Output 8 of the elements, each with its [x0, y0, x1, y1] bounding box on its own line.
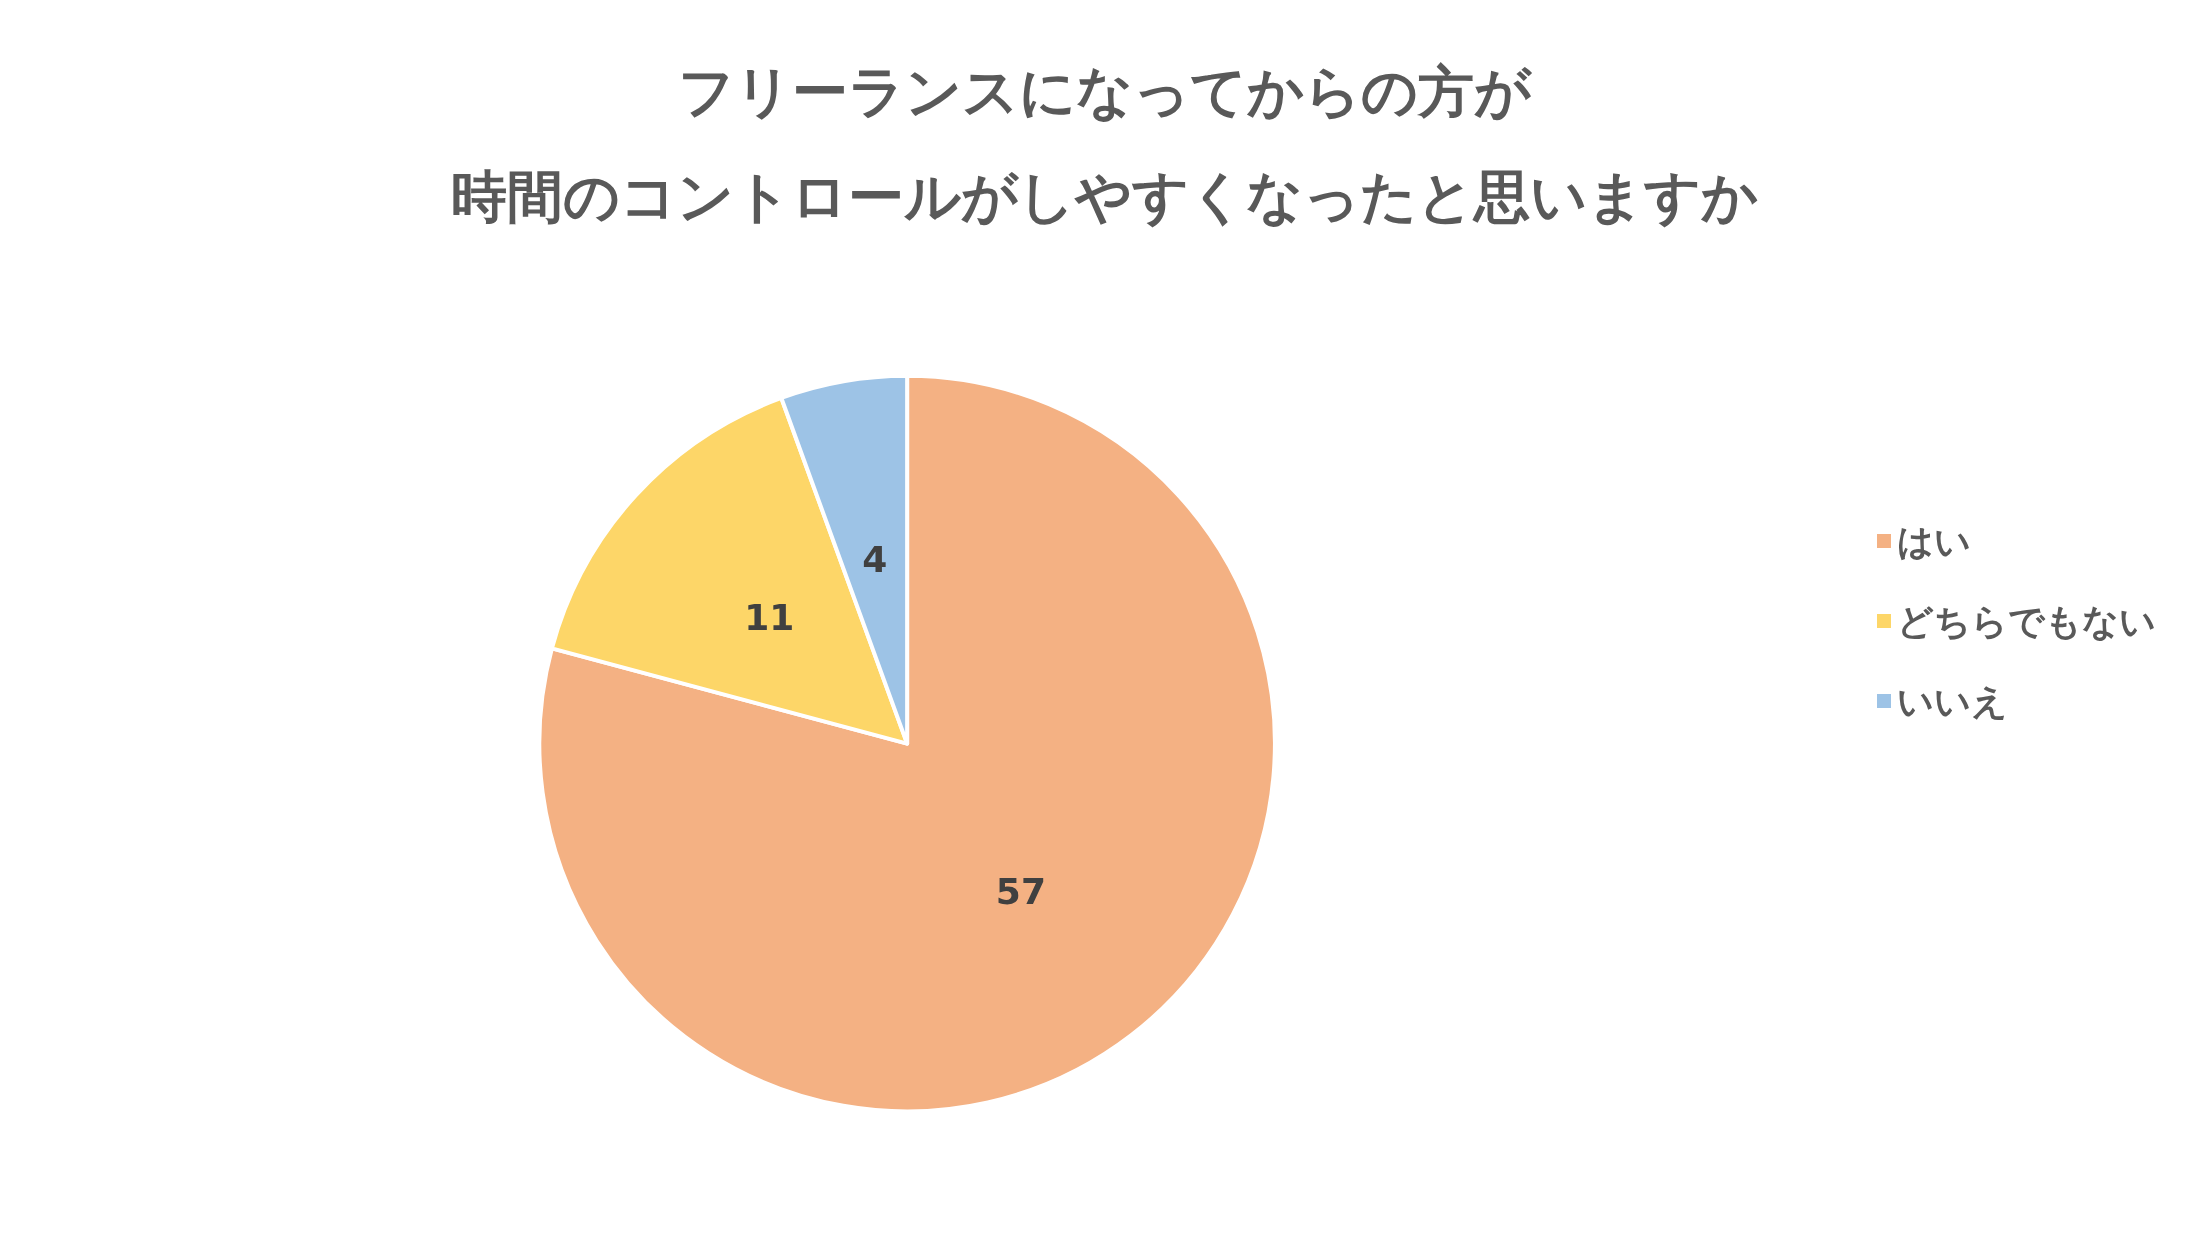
text: 時間のコントロールがしやすくなったと思いますか	[451, 163, 1758, 229]
data-label: 11	[744, 596, 795, 638]
legend-label: どちらでもない	[1897, 600, 2156, 642]
data-label: 57	[995, 871, 1046, 913]
legend-label: いいえ	[1897, 680, 2008, 722]
data-label: 4	[862, 539, 888, 581]
legend-label: はい	[1897, 520, 1971, 562]
text: フリーランスになってからの方が	[678, 58, 1531, 124]
